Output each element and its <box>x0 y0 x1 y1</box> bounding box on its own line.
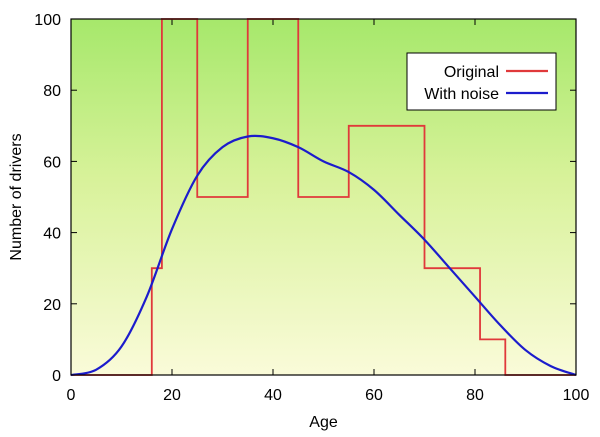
y-tick-label: 0 <box>52 368 61 385</box>
series-line-original <box>71 18 576 376</box>
series-line-with-noise <box>70 134 577 377</box>
series-layer <box>70 18 577 377</box>
axis-ticks: 0 20 40 60 80 100 0 20 40 60 80 100 <box>34 12 589 404</box>
x-tick-label: 0 <box>67 387 76 404</box>
y-tick-label: 60 <box>43 154 61 171</box>
y-tick-label: 80 <box>43 83 61 100</box>
y-tick-label: 20 <box>43 297 61 314</box>
plot-frame <box>70 18 577 376</box>
legend: Original With noise <box>406 52 557 111</box>
legend-label: Original <box>444 64 499 81</box>
x-tick-label: 60 <box>365 387 383 404</box>
y-axis-title: Number of drivers <box>8 133 25 260</box>
y-tick-label: 100 <box>34 12 61 29</box>
x-axis-title: Age <box>309 414 338 431</box>
x-tick-label: 80 <box>466 387 484 404</box>
legend-label: With noise <box>424 86 499 103</box>
legend-box <box>406 52 557 111</box>
y-tick-label: 40 <box>43 226 61 243</box>
x-tick-label: 40 <box>264 387 282 404</box>
x-tick-label: 100 <box>563 387 590 404</box>
x-tick-label: 20 <box>163 387 181 404</box>
